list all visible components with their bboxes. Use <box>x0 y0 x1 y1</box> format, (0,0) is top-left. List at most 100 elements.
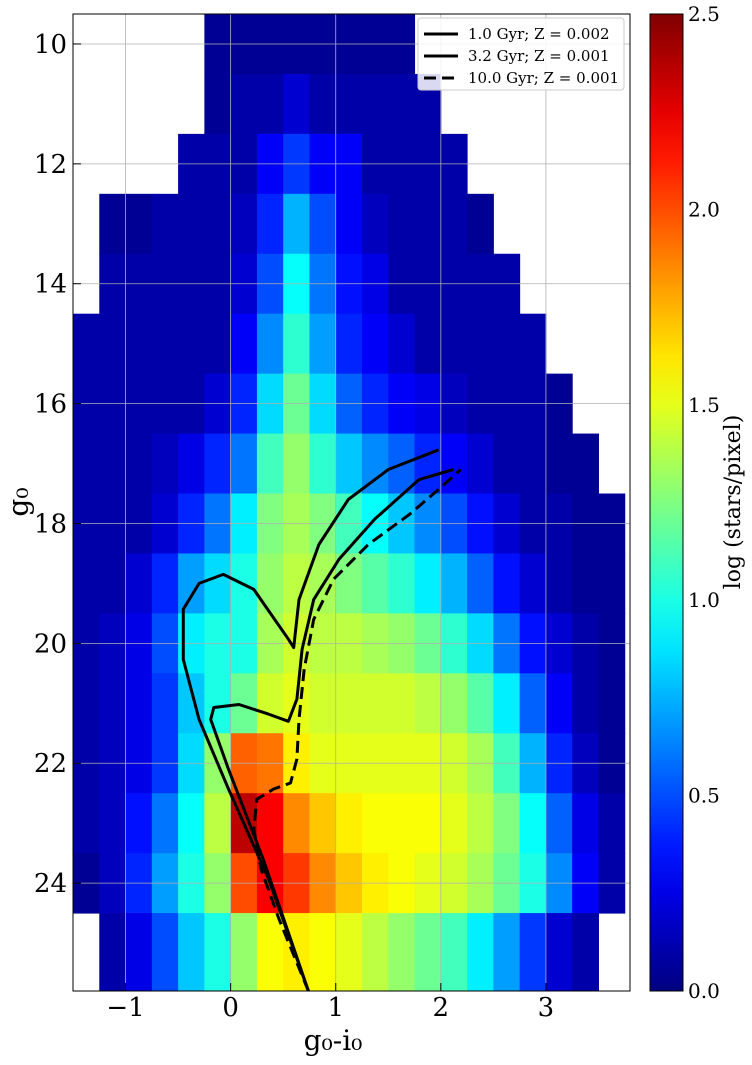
density-cell <box>493 433 521 495</box>
density-cell <box>256 433 284 495</box>
density-cell <box>309 673 337 734</box>
density-cell <box>467 313 494 375</box>
density-cell <box>493 313 521 375</box>
density-cell <box>283 313 310 375</box>
density-cell <box>309 793 337 854</box>
density-cell <box>230 313 258 375</box>
density-cell <box>309 313 337 375</box>
x-axis-label: g₀-i₀ <box>304 1024 363 1057</box>
density-cell <box>493 793 521 854</box>
density-cell <box>335 193 363 255</box>
density-cell <box>388 553 416 614</box>
density-cell <box>99 913 127 991</box>
density-cell <box>362 73 389 135</box>
density-cell <box>283 793 310 854</box>
density-cell <box>178 793 205 854</box>
density-cell <box>467 793 494 854</box>
colorbar-label: log (stars/pixel) <box>721 415 746 590</box>
density-cell <box>125 793 153 854</box>
y-axis-label: g₀ <box>2 487 35 516</box>
density-cell <box>256 673 284 734</box>
density-cell <box>125 193 153 255</box>
density-cell <box>125 433 153 495</box>
density-cell <box>283 73 310 135</box>
colorbar-tick-label: 0.0 <box>688 979 720 1003</box>
density-cell <box>283 433 310 495</box>
density-cell <box>440 793 468 854</box>
density-cell <box>414 193 442 255</box>
density-cell <box>493 673 521 734</box>
density-cell <box>414 553 442 614</box>
density-cell <box>467 193 494 255</box>
density-cell <box>440 553 468 614</box>
density-cell <box>256 913 284 991</box>
density-cell <box>125 673 153 734</box>
density-cell <box>178 193 205 255</box>
density-cell <box>335 673 363 734</box>
density-cell <box>545 433 573 495</box>
density-cell <box>230 193 258 255</box>
density-cell <box>256 313 284 375</box>
density-cell <box>204 793 232 854</box>
density-cell <box>309 73 337 135</box>
density-cell <box>256 73 284 135</box>
x-tick-label: 1 <box>327 993 344 1023</box>
isochrone <box>252 468 462 991</box>
grid <box>73 14 630 991</box>
density-cell <box>519 673 547 734</box>
x-tick-label: −1 <box>106 993 144 1023</box>
density-cell <box>414 673 442 734</box>
density-cell <box>572 433 599 495</box>
density-cell <box>99 553 127 614</box>
y-tick-label: 18 <box>34 509 67 539</box>
density-cell <box>309 913 337 991</box>
density-cell <box>335 73 363 135</box>
density-cell <box>256 553 284 614</box>
density-cell <box>362 553 389 614</box>
density-cell <box>256 193 284 255</box>
density-cell <box>204 313 232 375</box>
density-cell <box>99 193 127 255</box>
density-cell <box>178 913 205 991</box>
density-cell <box>204 673 232 734</box>
density-cell <box>362 433 389 495</box>
density-cell <box>545 553 573 614</box>
density-cell <box>309 433 337 495</box>
plot-frame <box>72 13 631 992</box>
density-cell <box>467 433 494 495</box>
density-cell <box>125 313 153 375</box>
density-cell <box>151 793 179 854</box>
legend: 1.0 Gyr; Z = 0.002 3.2 Gyr; Z = 0.001 10.0… <box>417 17 625 91</box>
density-cell <box>151 313 179 375</box>
density-cell <box>414 913 442 991</box>
density-cell <box>362 673 389 734</box>
density-cell <box>362 793 389 854</box>
density-cell <box>598 793 626 854</box>
density-cell <box>335 793 363 854</box>
density-cell <box>572 793 599 854</box>
isochrones <box>181 448 462 991</box>
density-cell <box>335 433 363 495</box>
density-cell <box>388 913 416 991</box>
density-cell <box>204 433 232 495</box>
density-cell <box>335 913 363 991</box>
isochrone <box>209 468 454 991</box>
density-cell <box>362 313 389 375</box>
density-cell <box>467 673 494 734</box>
density-cell <box>151 913 179 991</box>
colorbar-tick-label: 1.0 <box>688 588 720 612</box>
density-cell <box>493 553 521 614</box>
density-cell <box>388 673 416 734</box>
density-cell <box>598 673 626 734</box>
density-cell <box>519 433 547 495</box>
density-cell <box>151 433 179 495</box>
density-cell <box>572 553 599 614</box>
density-cell <box>125 553 153 614</box>
density-cell <box>151 193 179 255</box>
x-tick-label: 3 <box>538 993 555 1023</box>
density-cell <box>204 553 232 614</box>
density-cell <box>73 673 100 734</box>
density-cell <box>151 553 179 614</box>
